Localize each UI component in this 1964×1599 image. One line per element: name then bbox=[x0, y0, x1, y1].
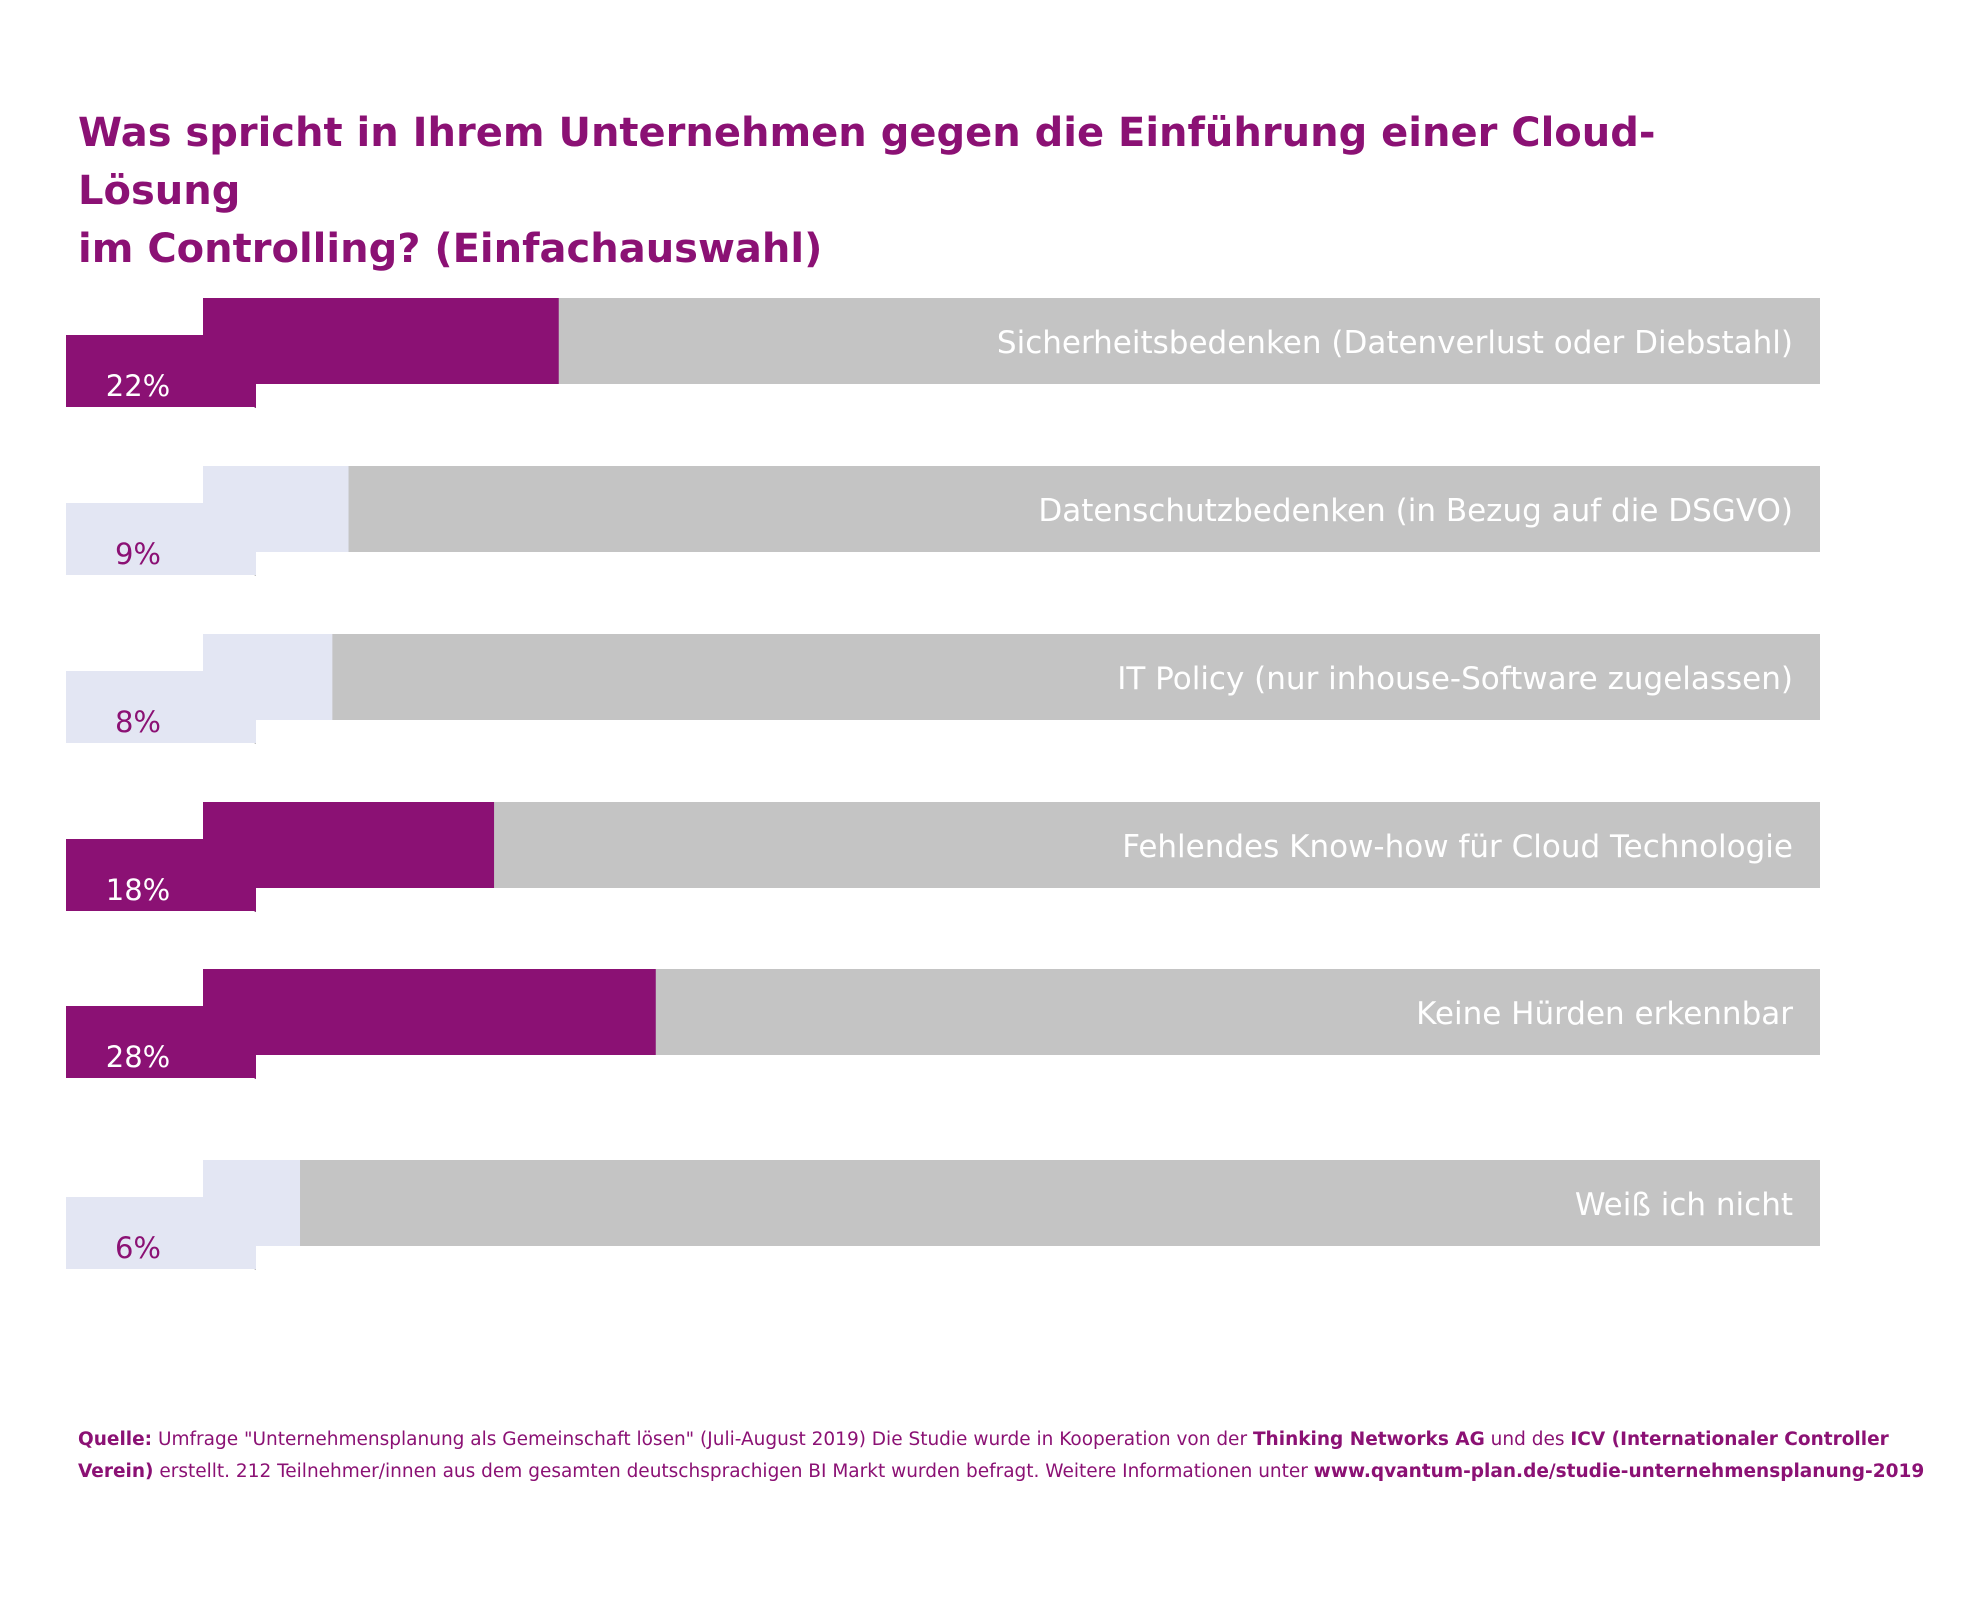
bar-value-label: 28% bbox=[106, 1040, 170, 1074]
bar-category-label: Fehlendes Know-how für Cloud Technologie bbox=[1122, 829, 1793, 865]
source-text-1: Umfrage "Unternehmensplanung als Gemeins… bbox=[152, 1429, 1253, 1450]
bar-category-label: Sicherheitsbedenken (Datenverlust oder D… bbox=[997, 325, 1793, 361]
bar-track bbox=[203, 1160, 1820, 1246]
bar-value-label: 8% bbox=[115, 705, 161, 739]
bar-value-label: 18% bbox=[106, 873, 170, 907]
bar-value-label: 6% bbox=[115, 1231, 161, 1265]
bar-track bbox=[203, 634, 1820, 720]
source-url-link[interactable]: www.qvantum-plan.de/studie-unternehmensp… bbox=[1313, 1461, 1925, 1482]
bar-value bbox=[203, 634, 333, 720]
source-text-2: und des bbox=[1484, 1429, 1571, 1450]
bar-value-label: 22% bbox=[106, 369, 170, 403]
bar-track bbox=[203, 466, 1820, 552]
bar-value-label: 9% bbox=[115, 537, 161, 571]
chart-title: Was spricht in Ihrem Unternehmen gegen d… bbox=[78, 104, 1778, 278]
bar-value bbox=[203, 298, 559, 384]
source-text-3: erstellt. 212 Teilnehmer/innen aus dem g… bbox=[153, 1461, 1314, 1482]
bar-value bbox=[203, 802, 495, 888]
bar-value bbox=[203, 969, 656, 1055]
source-note: Quelle: Umfrage "Unternehmensplanung als… bbox=[78, 1424, 1938, 1488]
bar-value bbox=[203, 1160, 301, 1246]
source-label: Quelle: bbox=[78, 1429, 153, 1450]
bar-category-label: Datenschutzbedenken (in Bezug auf die DS… bbox=[1038, 493, 1793, 529]
chart-title-line-2: im Controlling? (Einfachauswahl) bbox=[78, 226, 823, 272]
source-org-1: Thinking Networks AG bbox=[1252, 1429, 1485, 1450]
bar-category-label: Keine Hürden erkennbar bbox=[1416, 996, 1793, 1032]
bar-category-label: Weiß ich nicht bbox=[1575, 1187, 1793, 1223]
source-org-2: ICV (Internationaler Controller Verein) bbox=[78, 1429, 1889, 1482]
chart-title-line-1: Was spricht in Ihrem Unternehmen gegen d… bbox=[78, 110, 1656, 214]
bar-value bbox=[203, 466, 349, 552]
bar-category-label: IT Policy (nur inhouse-Software zugelass… bbox=[1117, 661, 1793, 697]
